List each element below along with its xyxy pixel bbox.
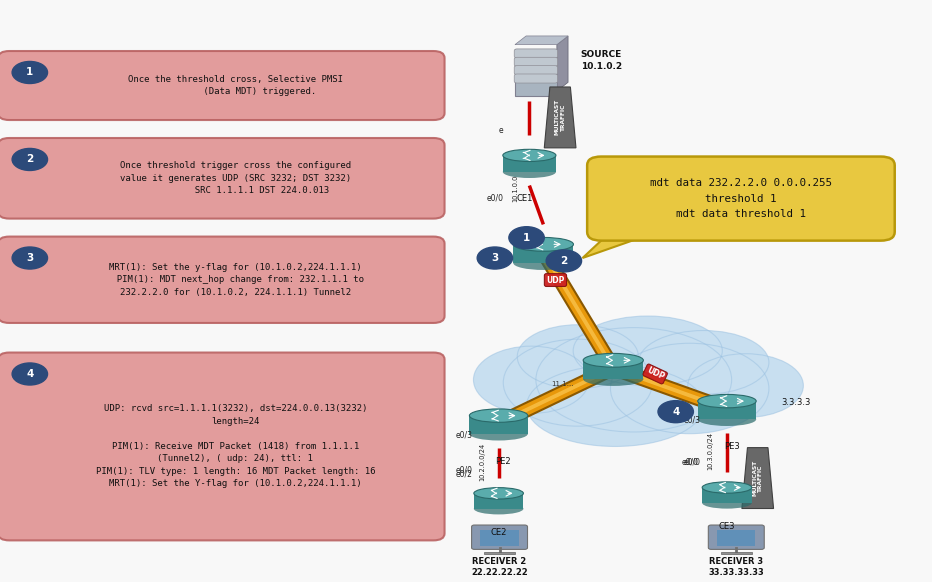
Text: 10.2.0.0/24: 10.2.0.0/24 [479, 442, 485, 481]
Text: 1: 1 [523, 233, 530, 243]
Polygon shape [556, 36, 568, 91]
FancyBboxPatch shape [0, 138, 445, 219]
FancyBboxPatch shape [708, 525, 764, 549]
Text: MRT(1): Set the y-flag for (10.1.0.2,224.1.1.1)
  PIM(1): MDT next_hop change fr: MRT(1): Set the y-flag for (10.1.0.2,224… [106, 262, 364, 297]
Polygon shape [503, 155, 555, 172]
Ellipse shape [583, 353, 643, 367]
Text: PE2: PE2 [496, 457, 511, 466]
Ellipse shape [503, 150, 555, 161]
Text: CE1: CE1 [516, 194, 533, 203]
Ellipse shape [688, 354, 803, 417]
Text: e0/3: e0/3 [684, 416, 701, 425]
FancyBboxPatch shape [472, 525, 528, 549]
Text: RECEIVER 3
33.33.33.33: RECEIVER 3 33.33.33.33 [708, 556, 764, 577]
FancyBboxPatch shape [0, 236, 445, 323]
Ellipse shape [517, 325, 638, 388]
Text: UDP: rcvd src=1.1.1.1(3232), dst=224.0.0.13(3232)
length=24

PIM(1): Receive MDT: UDP: rcvd src=1.1.1.1(3232), dst=224.0.0… [96, 404, 375, 488]
Circle shape [658, 400, 693, 423]
Text: 10.1.0.0: 10.1.0.0 [513, 175, 518, 202]
Polygon shape [698, 401, 756, 419]
Ellipse shape [638, 331, 769, 394]
Text: 2: 2 [26, 154, 34, 165]
Text: Once threshold trigger cross the configured
value it generates UDP (SRC 3232; DS: Once threshold trigger cross the configu… [120, 161, 350, 196]
Text: e0/0: e0/0 [684, 457, 701, 467]
Text: e0/3: e0/3 [456, 430, 473, 439]
Text: 4: 4 [672, 407, 679, 417]
FancyBboxPatch shape [485, 552, 515, 553]
Polygon shape [514, 36, 568, 45]
Circle shape [12, 62, 48, 83]
Text: Once the threshold cross, Selective PMSI
         (Data MDT) triggered.: Once the threshold cross, Selective PMSI… [128, 74, 343, 96]
Ellipse shape [527, 365, 704, 446]
Text: 11.1...: 11.1... [551, 381, 573, 388]
Text: e0/0: e0/0 [682, 457, 699, 467]
FancyBboxPatch shape [480, 530, 519, 546]
Ellipse shape [698, 413, 756, 426]
Text: 3.3.3.3: 3.3.3.3 [781, 399, 811, 407]
Ellipse shape [503, 339, 652, 426]
Circle shape [12, 247, 48, 269]
Text: 2: 2 [560, 256, 568, 266]
Ellipse shape [473, 488, 524, 499]
Text: CE2: CE2 [490, 528, 507, 537]
Text: UDP: UDP [645, 366, 665, 382]
Polygon shape [702, 488, 752, 503]
FancyBboxPatch shape [721, 552, 752, 553]
Circle shape [546, 250, 582, 272]
Ellipse shape [470, 409, 528, 423]
Text: 4: 4 [26, 369, 34, 379]
Ellipse shape [536, 328, 732, 432]
Ellipse shape [470, 427, 528, 441]
Polygon shape [582, 232, 657, 258]
FancyBboxPatch shape [717, 530, 756, 546]
Text: UDP: UDP [546, 275, 565, 285]
Circle shape [477, 247, 513, 269]
Ellipse shape [514, 237, 573, 251]
Polygon shape [583, 360, 643, 379]
Circle shape [12, 363, 48, 385]
Ellipse shape [573, 316, 722, 386]
Text: 10.3.0.0/24: 10.3.0.0/24 [707, 432, 713, 470]
Ellipse shape [514, 256, 573, 270]
Ellipse shape [702, 482, 752, 493]
Text: 3: 3 [491, 253, 499, 263]
Text: MULTICAST
TRAFFIC: MULTICAST TRAFFIC [752, 460, 763, 496]
FancyBboxPatch shape [514, 49, 557, 95]
Polygon shape [514, 244, 573, 263]
Text: e0/0: e0/0 [456, 465, 473, 474]
FancyBboxPatch shape [514, 49, 557, 58]
Text: e: e [499, 126, 503, 135]
Ellipse shape [610, 343, 769, 434]
Polygon shape [470, 416, 528, 434]
FancyBboxPatch shape [587, 157, 895, 240]
Text: e0/2: e0/2 [456, 470, 473, 479]
FancyBboxPatch shape [514, 57, 557, 66]
Text: CE3: CE3 [719, 522, 735, 531]
Text: mdt data 232.2.2.0 0.0.0.255
threshold 1
mdt data threshold 1: mdt data 232.2.2.0 0.0.0.255 threshold 1… [650, 179, 832, 219]
Polygon shape [544, 87, 576, 148]
FancyBboxPatch shape [0, 51, 445, 120]
Polygon shape [742, 448, 774, 509]
Polygon shape [473, 494, 524, 509]
Text: 3: 3 [26, 253, 34, 263]
Text: 1: 1 [26, 68, 34, 77]
Text: PE3: PE3 [724, 442, 739, 452]
Text: MULTICAST
TRAFFIC: MULTICAST TRAFFIC [555, 100, 566, 136]
Ellipse shape [473, 346, 589, 413]
Ellipse shape [583, 372, 643, 386]
Ellipse shape [702, 497, 752, 509]
FancyBboxPatch shape [0, 353, 445, 541]
Text: e0/0: e0/0 [487, 194, 503, 203]
Circle shape [509, 227, 544, 249]
Circle shape [12, 148, 48, 171]
Ellipse shape [698, 395, 756, 408]
Ellipse shape [503, 166, 555, 178]
Ellipse shape [473, 503, 524, 514]
Text: RECEIVER 2
22.22.22.22: RECEIVER 2 22.22.22.22 [472, 556, 528, 577]
FancyBboxPatch shape [514, 66, 557, 74]
FancyBboxPatch shape [514, 74, 557, 83]
Text: SOURCE
10.1.0.2: SOURCE 10.1.0.2 [581, 51, 622, 71]
